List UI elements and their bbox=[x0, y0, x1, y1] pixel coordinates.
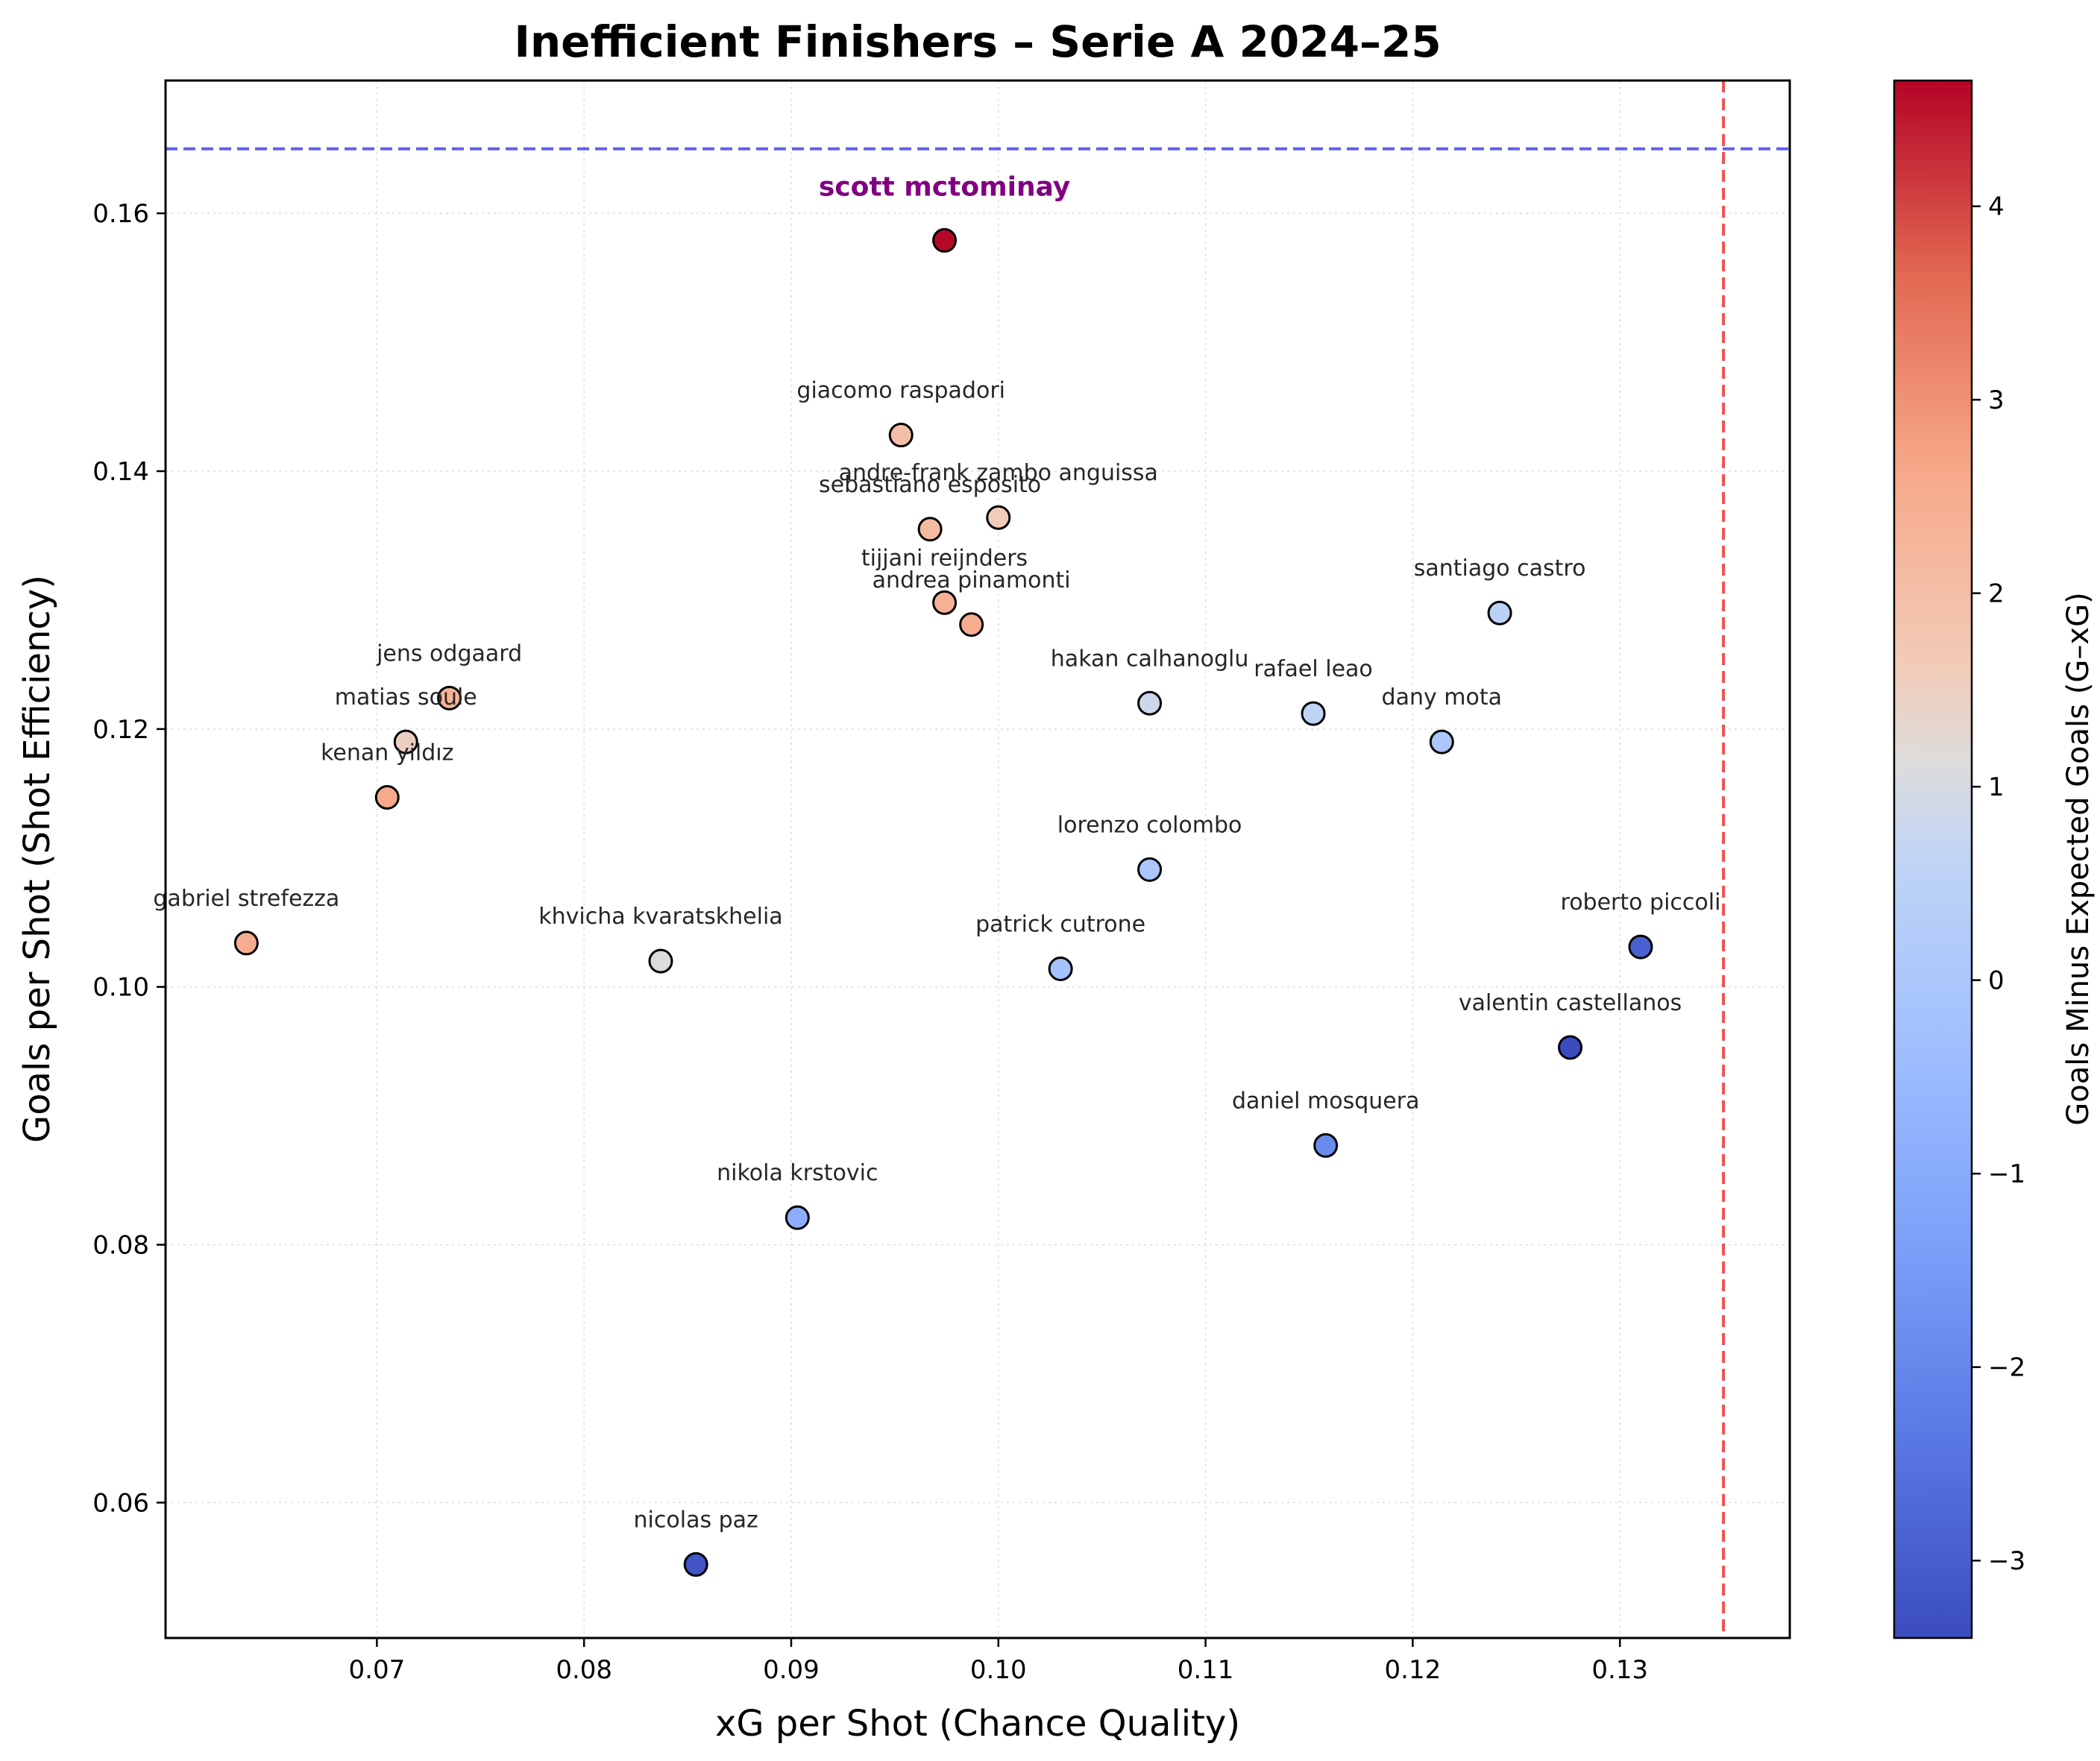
point-label: hakan calhanoglu bbox=[1051, 646, 1249, 672]
colorbar-tick-label: 4 bbox=[1988, 192, 2005, 222]
data-point bbox=[1558, 1035, 1583, 1060]
x-tick-label: 0.13 bbox=[1591, 1655, 1648, 1685]
point-labels: scott mctominay giacomo raspadori andre-fr… bbox=[153, 171, 1720, 1533]
point-label: gabriel strefezza bbox=[153, 886, 339, 912]
grid-lines bbox=[166, 81, 1790, 1638]
colorbar-label: Goals Minus Expected Goals (G–xG) bbox=[2061, 592, 2096, 1125]
data-point bbox=[393, 729, 418, 755]
x-tick-label: 0.12 bbox=[1385, 1655, 1442, 1685]
x-tick-label: 0.10 bbox=[970, 1655, 1027, 1685]
data-point bbox=[1137, 857, 1163, 882]
data-point bbox=[1313, 1132, 1339, 1158]
x-axis-ticks: 0.07 0.08 0.09 0.10 0.11 0.12 0.13 bbox=[349, 1638, 1648, 1685]
y-tick-label: 0.12 bbox=[92, 715, 149, 745]
y-tick-label: 0.14 bbox=[92, 457, 149, 487]
point-label: scott mctominay bbox=[819, 171, 1070, 202]
x-tick-label: 0.09 bbox=[763, 1655, 820, 1685]
point-label: dany mota bbox=[1382, 684, 1502, 711]
data-point bbox=[233, 930, 259, 956]
point-label: nicolas paz bbox=[634, 1507, 758, 1533]
colorbar-tick-label: −2 bbox=[1988, 1353, 2025, 1383]
data-point bbox=[374, 784, 400, 810]
data-point bbox=[683, 1551, 708, 1577]
point-label: giacomo raspadori bbox=[796, 378, 1005, 404]
reference-lines bbox=[166, 81, 1790, 1638]
point-label: santiago castro bbox=[1414, 555, 1586, 582]
point-label: rafael leao bbox=[1254, 656, 1373, 682]
data-point bbox=[888, 423, 914, 448]
data-point bbox=[932, 227, 958, 253]
data-point bbox=[437, 685, 462, 711]
data-point bbox=[1137, 690, 1163, 716]
point-label: tijjani reijnders bbox=[861, 545, 1028, 571]
data-point bbox=[648, 948, 673, 974]
point-label: jens odgaard bbox=[376, 640, 522, 667]
colorbar-tick-label: 0 bbox=[1988, 966, 2005, 996]
x-tick-label: 0.08 bbox=[556, 1655, 612, 1685]
point-label: roberto piccoli bbox=[1561, 889, 1721, 916]
x-tick-label: 0.07 bbox=[349, 1655, 406, 1685]
x-tick-label: 0.11 bbox=[1178, 1655, 1234, 1685]
y-axis-label: Goals per Shot (Shot Efficiency) bbox=[16, 575, 58, 1143]
data-point bbox=[1429, 729, 1454, 755]
data-point bbox=[1487, 600, 1512, 626]
data-point bbox=[917, 517, 943, 542]
data-point bbox=[932, 590, 958, 615]
colorbar bbox=[1893, 79, 1973, 1639]
point-label: khvicha kvaratskhelia bbox=[538, 904, 782, 930]
y-tick-label: 0.06 bbox=[92, 1488, 149, 1518]
point-label: andrea pinamonti bbox=[873, 567, 1071, 593]
colorbar-tick-label: 2 bbox=[1988, 579, 2005, 609]
x-axis-label: xG per Shot (Chance Quality) bbox=[715, 1703, 1240, 1745]
plot-frame bbox=[164, 79, 1791, 1639]
point-label: andre-frank zambo anguissa bbox=[839, 460, 1158, 486]
chart-title: Inefficient Finishers – Serie A 2024–25 bbox=[514, 16, 1441, 67]
point-label: matias soule bbox=[335, 684, 477, 711]
colorbar-tick-label: 3 bbox=[1988, 385, 2005, 415]
colorbar-tick-label: 1 bbox=[1988, 772, 2005, 802]
data-point bbox=[959, 612, 984, 637]
y-tick-label: 0.10 bbox=[92, 973, 149, 1003]
data-points bbox=[233, 227, 1653, 1577]
data-point bbox=[1628, 934, 1653, 960]
data-point bbox=[986, 505, 1011, 530]
point-label: daniel mosquera bbox=[1232, 1088, 1420, 1114]
y-axis-ticks: 0.06 0.08 0.10 0.12 0.14 0.16 bbox=[92, 199, 166, 1518]
point-label: patrick cutrone bbox=[975, 911, 1145, 937]
point-label: valentin castellanos bbox=[1459, 990, 1682, 1016]
point-label: sebastiano esposito bbox=[819, 472, 1041, 498]
data-point bbox=[785, 1205, 810, 1230]
data-point bbox=[1048, 956, 1073, 981]
colorbar-ticks: −3 −2 −1 0 1 2 3 4 bbox=[1972, 192, 2025, 1576]
colorbar-tick-label: −1 bbox=[1988, 1159, 2025, 1189]
y-tick-label: 0.08 bbox=[92, 1231, 149, 1261]
y-tick-label: 0.16 bbox=[92, 199, 149, 229]
point-label: kenan yildız bbox=[321, 740, 453, 766]
point-label: lorenzo colombo bbox=[1057, 812, 1242, 838]
colorbar-tick-label: −3 bbox=[1988, 1546, 2025, 1576]
data-point bbox=[1301, 701, 1326, 726]
point-label: nikola krstovic bbox=[717, 1160, 878, 1186]
